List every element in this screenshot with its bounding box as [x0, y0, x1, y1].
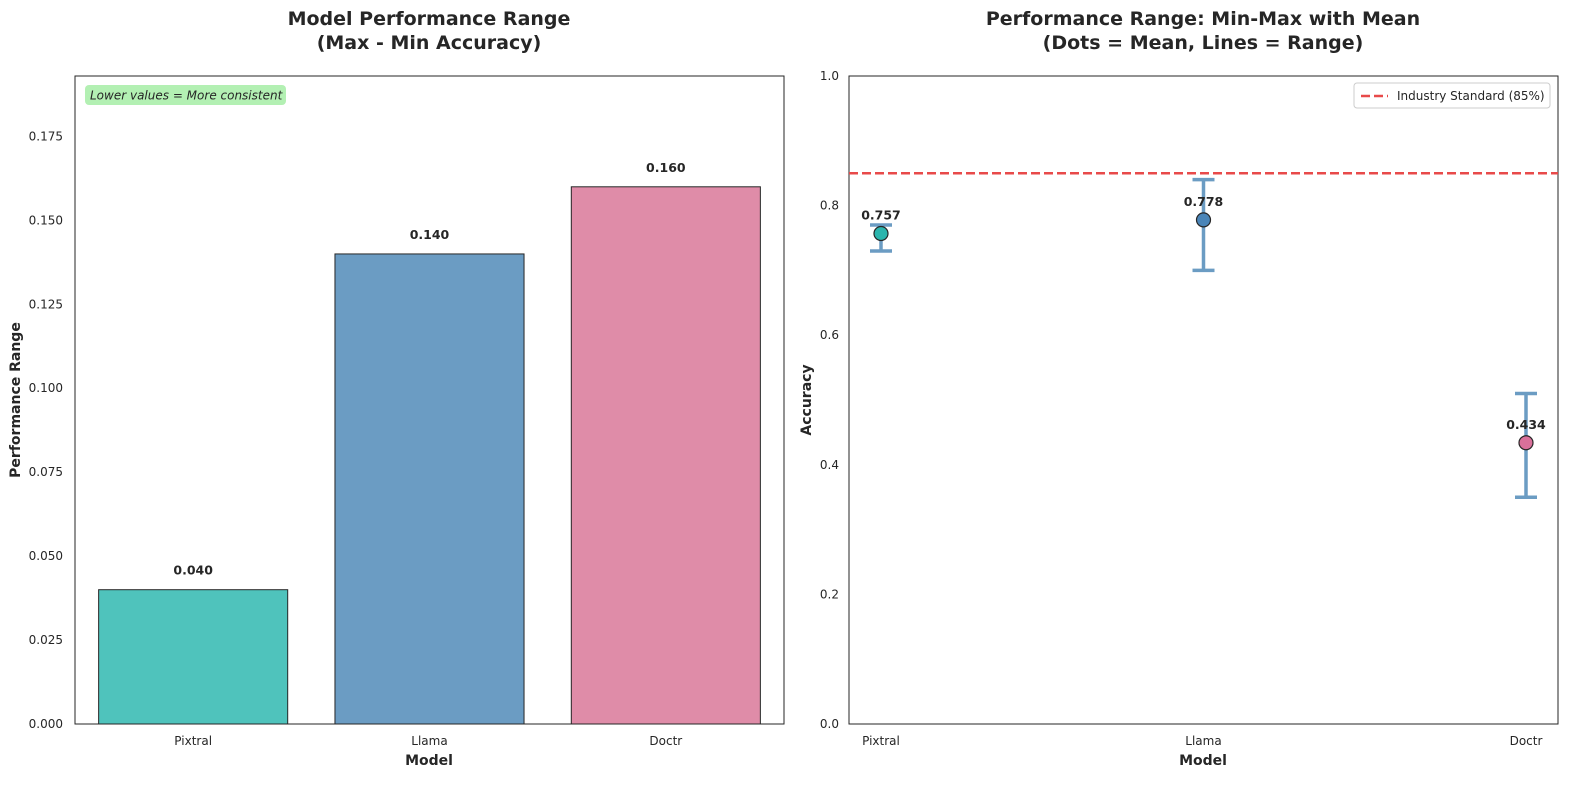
chart-title-line: Performance Range: Min-Max with Mean: [986, 8, 1420, 30]
mean-point-pixtral: [873, 225, 889, 242]
bar-doctr: [570, 186, 761, 725]
y-tick-label: 0.100: [29, 381, 63, 395]
chart-title-line: (Max - Min Accuracy): [317, 32, 542, 54]
y-tick-label: 0.025: [29, 633, 63, 647]
y-tick-label: 0.075: [29, 465, 63, 479]
data-label: 0.434: [1506, 417, 1546, 432]
data-label: 0.040: [173, 563, 213, 578]
y-tick-label: 0.000: [29, 717, 63, 731]
range-bar-chart: Model Performance Range (Max - Min Accura…: [8, 8, 785, 769]
x-tick-label: Pixtral: [174, 734, 212, 748]
mean-point-llama: [1195, 212, 1212, 228]
x-tick-label: Llama: [1185, 734, 1221, 748]
bar-llama: [334, 253, 525, 725]
y-tick-label: 0.2: [820, 587, 839, 601]
y-tick-label: 0.0: [820, 717, 839, 731]
y-tick-label: 0.050: [29, 549, 63, 563]
y-tick-label: 0.6: [820, 328, 839, 342]
legend-box: [1353, 82, 1551, 109]
data-label: 0.160: [646, 160, 686, 175]
min-max-mean-chart: Performance Range: Min-Max with Mean (Dot…: [799, 8, 1559, 769]
y-axis-label: Performance Range: [8, 322, 24, 478]
x-tick-label: Doctr: [1510, 734, 1543, 748]
data-label: 0.757: [861, 207, 901, 222]
y-tick-label: 0.150: [29, 213, 63, 227]
chart-title-line: Model Performance Range: [288, 8, 571, 30]
x-axis-label: Model: [405, 753, 453, 769]
y-tick-label: 0.4: [820, 458, 839, 472]
x-tick-label: Pixtral: [862, 734, 900, 748]
y-tick-label: 0.125: [29, 297, 63, 311]
x-tick-label: Doctr: [649, 734, 682, 748]
chart-title: Model Performance Range (Max - Min Accura…: [288, 8, 571, 54]
data-label: 0.140: [410, 227, 450, 242]
y-tick-label: 0.8: [820, 199, 839, 213]
x-tick-label: Llama: [411, 734, 447, 748]
bar-pixtral: [98, 589, 289, 725]
mean-point-doctr: [1518, 435, 1534, 451]
y-tick-label: 0.175: [29, 129, 63, 143]
chart-title: Performance Range: Min-Max with Mean (Dot…: [986, 8, 1420, 54]
annotation-text: Lower values = More consistent: [90, 89, 284, 103]
y-tick-label: 1.0: [820, 69, 839, 83]
data-label: 0.778: [1184, 194, 1224, 209]
x-axis-label: Model: [1179, 753, 1227, 769]
y-axis-label: Accuracy: [799, 364, 815, 435]
legend-label: Industry Standard (85%): [1397, 89, 1545, 103]
chart-title-line: (Dots = Mean, Lines = Range): [1043, 32, 1364, 54]
annotation-box: [85, 85, 286, 105]
